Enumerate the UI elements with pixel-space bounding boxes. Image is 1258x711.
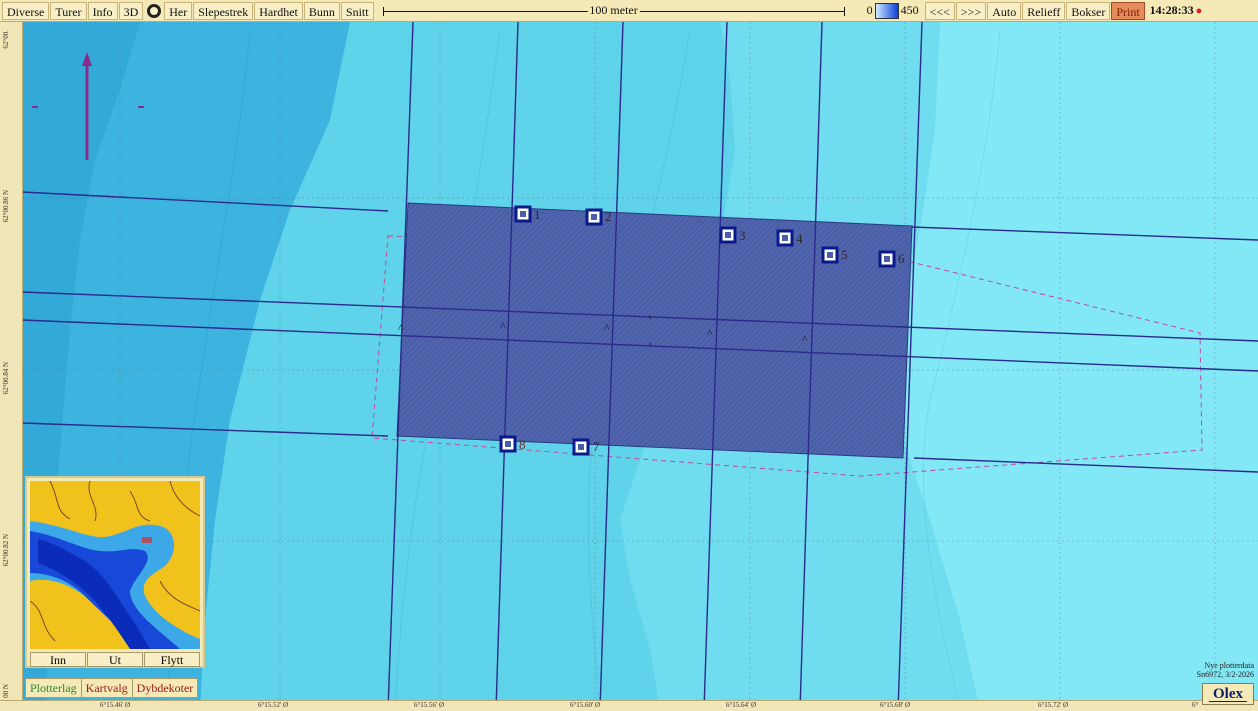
svg-text:›: › [648,309,652,323]
marker-label: 4 [796,231,803,246]
survey-tracks-horizontal [21,191,1258,473]
svg-text:^: ^ [604,321,610,335]
depth-gradient [874,2,899,19]
latitude-ruler: 62°00. 62°00.86 N 62°00.84 N 62°00.82 N … [0,22,23,710]
scale-tick-right [843,6,845,16]
menu-snitt[interactable]: Snitt [340,1,374,20]
lon-label: 6°15.52' Ø [258,701,289,709]
data-source-note: Nye plotterdata Sn6972, 3/2-2026 [1197,661,1254,679]
scale-tick-left [382,6,384,16]
print-button[interactable]: Print [1111,1,1145,20]
tab-dybdekoter[interactable]: Dybdekoter [136,681,194,695]
lat-label: 62°00.82 N [2,534,10,567]
scale-label: 100 meter [587,2,640,18]
marker-6[interactable]: 6 [878,250,905,268]
lon-label: 6°15.72' Ø [1038,701,1069,709]
svg-text:›: › [648,336,652,350]
lon-label: 6°15.68' Ø [880,701,911,709]
layer-tabs: Plotterlag Kartvalg Dybdekoter [25,678,199,698]
menu-turer[interactable]: Turer [50,1,87,20]
marker-label: 1 [534,207,541,222]
record-indicator-icon: ● [1195,4,1203,17]
target-icon[interactable] [147,3,162,18]
tab-kartvalg[interactable]: Kartvalg [82,679,133,697]
marker-1[interactable]: 1 [514,205,541,223]
bokser-button[interactable]: Bokser [1066,1,1111,20]
shallower-zone-right [900,22,1258,710]
svg-text:^: ^ [802,332,808,346]
tab-plotterlag[interactable]: Plotterlag [26,679,82,697]
svg-text:^: ^ [707,326,713,340]
longitude-ruler: 6°15.46' Ø 6°15.52' Ø 6°15.56' Ø 6°15.60… [0,700,1258,711]
note-line-2: Sn6972, 3/2-2026 [1196,670,1254,679]
lon-label: 6° [1192,701,1199,709]
svg-text:^: ^ [398,321,404,335]
menu-3d[interactable]: 3D [118,1,144,20]
selected-box[interactable] [396,202,913,459]
relieff-button[interactable]: Relieff [1022,1,1066,20]
clock: 14:28:33 [1149,3,1194,17]
marker-5[interactable]: 5 [821,246,848,264]
marker-label: 7 [593,439,600,454]
marker-2[interactable]: 2 [585,208,612,226]
marker-label: 2 [605,209,612,224]
top-toolbar: Diverse Turer Info 3D Her Slepestrek Har… [0,0,1258,22]
lon-label: 6°15.56' Ø [414,701,445,709]
marker-4[interactable]: 4 [776,229,803,247]
lat-label: 62°00.84 N [2,362,10,395]
marker-label: 3 [739,228,746,243]
north-arrow-icon [32,52,144,160]
lon-label: 6°15.60' Ø [570,701,601,709]
depth-min: 0 [866,3,873,17]
auto-button[interactable]: Auto [987,1,1022,20]
marker-8[interactable]: 8 [499,435,526,453]
menu-info[interactable]: Info [87,1,118,20]
menu-slepestrek[interactable]: Slepestrek [193,1,254,20]
contour-line [923,29,1001,710]
lat-lon-grid [22,22,1258,710]
marker-7[interactable]: 7 [572,438,600,456]
menu-hardhet[interactable]: Hardhet [254,1,303,20]
next-button[interactable]: >>> [955,1,987,20]
svg-text:^: ^ [500,319,506,333]
survey-tracks-vertical [387,22,923,710]
marker-3[interactable]: 3 [719,226,746,244]
lat-label: 00 N [2,684,10,698]
overview-minimap[interactable]: Inn Ut Flytt [25,476,205,668]
track-arrows: ^ ^ ^ ^ ^ › › [398,309,808,350]
marker-label: 8 [519,437,526,452]
prev-button[interactable]: <<< [924,1,955,20]
overview-map-image[interactable] [30,481,200,649]
depth-max: 450 [900,3,919,17]
zoom-out-button[interactable]: Ut [87,652,143,667]
depth-legend[interactable]: 0 450 [866,2,919,19]
menu-bunn[interactable]: Bunn [303,1,340,20]
lon-label: 6°15.64' Ø [726,701,757,709]
lat-label: 62°00.86 N [2,190,10,223]
move-button[interactable]: Flytt [144,652,200,667]
lat-label: 62°00. [2,30,10,49]
marker-label: 6 [898,251,905,266]
marker-label: 5 [841,247,848,262]
scale-bar: 100 meter [379,2,849,20]
zoom-in-button[interactable]: Inn [30,652,86,667]
note-line-1: Nye plotterdata [1204,661,1254,670]
lon-label: 6°15.46' Ø [100,701,131,709]
menu-her[interactable]: Her [164,1,193,20]
olex-logo[interactable]: Olex [1202,683,1254,705]
menu-diverse[interactable]: Diverse [2,1,50,20]
